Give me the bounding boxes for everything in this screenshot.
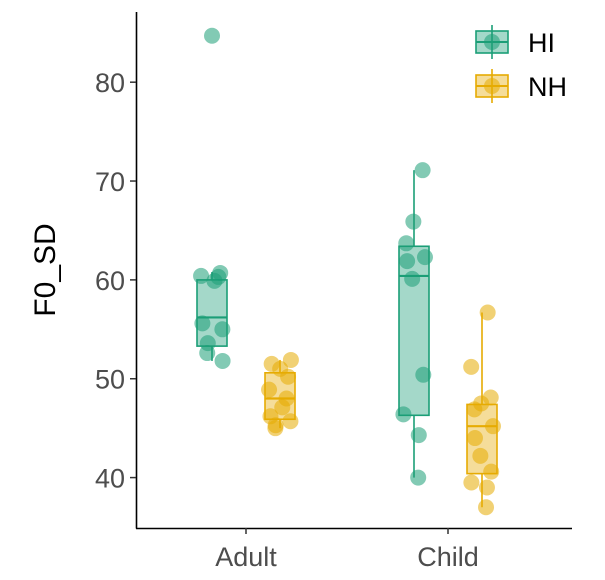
data-point-nh — [472, 447, 489, 464]
data-point-nh — [267, 420, 284, 437]
data-point-nh — [483, 463, 500, 480]
box-rect — [196, 279, 228, 347]
data-point-hi — [199, 345, 216, 362]
data-point-nh — [282, 413, 299, 430]
y-tick-label: 70 — [95, 167, 125, 197]
data-point-hi — [398, 235, 415, 252]
data-point-hi — [214, 352, 231, 369]
legend-label-hi: HI — [528, 28, 555, 58]
x-tick-label: Child — [417, 542, 479, 572]
box-rect — [398, 245, 430, 417]
data-point-hi — [204, 27, 220, 44]
data-point-hi — [399, 253, 416, 270]
legend: HI NH — [475, 25, 567, 103]
data-point-nh — [280, 368, 297, 385]
data-point-hi — [415, 366, 432, 383]
data-point-hi — [416, 249, 433, 266]
data-point-nh — [478, 479, 495, 496]
data-point-hi — [410, 469, 427, 486]
data-point-nh — [466, 430, 483, 447]
y-tick-label: 40 — [95, 464, 125, 494]
data-point-hi — [395, 406, 412, 423]
legend-key-hi — [475, 25, 509, 59]
legend-key-point — [484, 34, 500, 50]
data-point-nh — [261, 381, 278, 398]
data-point-hi — [206, 272, 223, 289]
data-point-nh — [484, 418, 501, 435]
data-point-hi — [405, 213, 422, 230]
y-tick-label: 50 — [95, 365, 125, 395]
x-tick-label: Adult — [215, 542, 277, 572]
y-tick-label: 60 — [95, 266, 125, 296]
box-hi-adult — [196, 271, 228, 361]
data-point-hi — [194, 315, 211, 332]
data-point-hi — [410, 427, 427, 444]
box-hi-child — [398, 170, 430, 478]
legend-label-nh: NH — [528, 72, 567, 102]
data-point-nh — [479, 304, 496, 321]
y-ticks: 40 50 60 70 80 — [95, 68, 136, 494]
data-point-nh — [463, 358, 480, 375]
data-point-nh — [463, 474, 480, 491]
data-point-hi — [214, 321, 231, 338]
points-layer — [193, 27, 501, 516]
data-point-hi — [404, 270, 421, 287]
y-tick-label: 80 — [95, 68, 125, 98]
data-point-nh — [274, 399, 291, 416]
data-point-hi — [193, 267, 210, 284]
y-axis-title: F0_SD — [29, 223, 62, 316]
x-ticks: Adult Child — [215, 528, 479, 572]
data-point-hi — [414, 162, 431, 179]
legend-key-nh — [475, 69, 509, 103]
data-point-nh — [466, 401, 483, 418]
legend-key-point — [484, 78, 500, 94]
data-point-nh — [478, 499, 495, 516]
data-point-nh — [282, 351, 299, 368]
